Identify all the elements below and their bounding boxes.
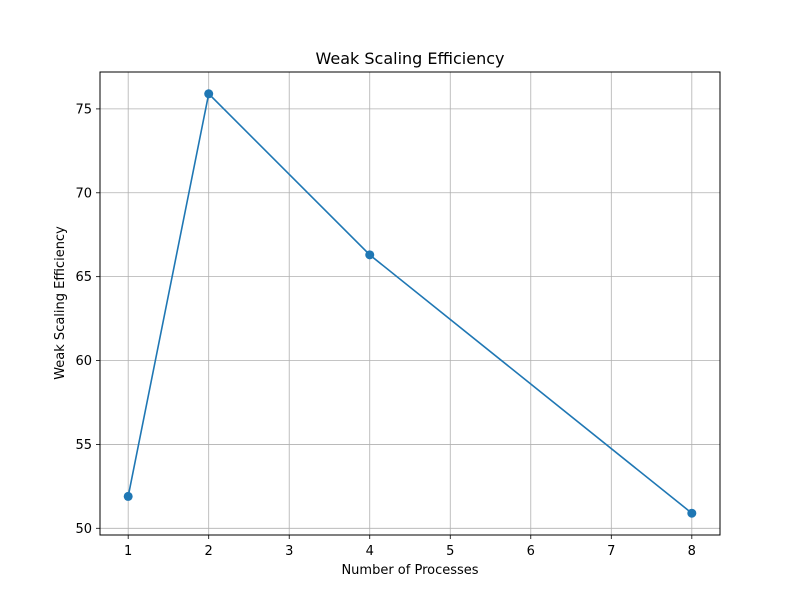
data-point-marker xyxy=(123,491,133,501)
data-point-marker xyxy=(204,89,214,99)
x-tick-label: 7 xyxy=(607,544,615,559)
axis-ticks: 1 2 3 4 5 6 7 8 50 55 60 65 70 75 xyxy=(75,102,696,559)
y-tick-label: 70 xyxy=(75,186,92,201)
x-tick-label: 6 xyxy=(527,544,535,559)
x-tick-label: 2 xyxy=(205,544,213,559)
x-tick-label: 4 xyxy=(366,544,374,559)
x-tick-label: 3 xyxy=(285,544,293,559)
y-tick-label: 55 xyxy=(75,438,92,453)
data-point-marker xyxy=(365,250,375,260)
data-point-marker xyxy=(687,508,697,518)
y-tick-label: 75 xyxy=(75,102,92,117)
grid-lines xyxy=(100,72,720,535)
y-tick-label: 50 xyxy=(75,522,92,537)
x-tick-label: 5 xyxy=(446,544,454,559)
data-series xyxy=(123,89,697,518)
y-axis-label: Weak Scaling Efficiency xyxy=(53,226,68,380)
y-tick-label: 65 xyxy=(75,270,92,285)
x-tick-label: 8 xyxy=(688,544,696,559)
chart-title: Weak Scaling Efficiency xyxy=(316,49,505,68)
y-tick-label: 60 xyxy=(75,354,92,369)
x-axis-label: Number of Processes xyxy=(341,563,478,578)
x-tick-label: 1 xyxy=(124,544,132,559)
plot-area-frame xyxy=(99,71,721,536)
series-line xyxy=(127,92,693,514)
